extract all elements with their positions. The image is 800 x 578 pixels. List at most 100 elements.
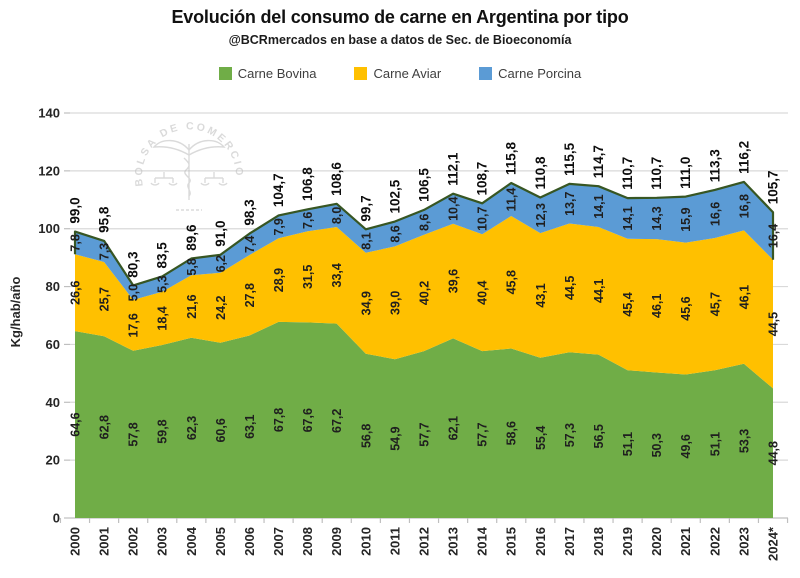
total-label: 99,0 bbox=[68, 197, 83, 223]
total-label: 110,7 bbox=[649, 157, 664, 190]
area-aviar bbox=[75, 216, 773, 389]
segment-label-bovina: 57,3 bbox=[563, 423, 577, 447]
x-tick-label: 2014 bbox=[475, 526, 490, 556]
segment-label-porcina: 12,3 bbox=[534, 203, 548, 227]
segment-label-aviar: 40,4 bbox=[476, 280, 490, 304]
chart-title: Evolución del consumo de carne en Argent… bbox=[171, 7, 629, 27]
x-tick-label: 2023 bbox=[736, 527, 751, 556]
segment-label-bovina: 49,6 bbox=[679, 434, 693, 458]
watermark-caduceus-icon bbox=[183, 144, 191, 200]
segment-label-porcina: 6,2 bbox=[214, 255, 228, 272]
segment-label-porcina: 7,9 bbox=[272, 218, 286, 235]
x-tick-label: 2002 bbox=[126, 527, 141, 556]
segment-label-aviar: 28,9 bbox=[272, 268, 286, 292]
total-label: 106,8 bbox=[300, 167, 315, 201]
x-tick-label: 2013 bbox=[446, 527, 461, 556]
segment-label-bovina: 51,1 bbox=[708, 432, 722, 456]
segment-label-bovina: 62,1 bbox=[447, 416, 461, 440]
total-label: 105,7 bbox=[765, 170, 780, 204]
total-label: 91,0 bbox=[213, 220, 228, 246]
total-label: 106,5 bbox=[416, 168, 431, 202]
x-tick-label: 2019 bbox=[620, 527, 635, 556]
total-label: 110,8 bbox=[533, 156, 548, 190]
segment-label-porcina: 8,6 bbox=[417, 214, 431, 231]
segment-label-porcina: 8,6 bbox=[388, 225, 402, 242]
x-tick-label: 2000 bbox=[68, 527, 83, 556]
segment-label-porcina: 13,7 bbox=[563, 191, 577, 215]
segment-label-porcina: 8,0 bbox=[330, 207, 344, 224]
segment-label-porcina: 10,4 bbox=[447, 197, 461, 221]
total-label: 113,3 bbox=[707, 149, 722, 183]
legend-label-porcina: Carne Porcina bbox=[498, 66, 582, 81]
total-label: 116,2 bbox=[736, 141, 751, 174]
total-outline bbox=[73, 180, 775, 287]
legend-swatch-porcina bbox=[479, 67, 493, 80]
total-label: 98,3 bbox=[242, 199, 257, 226]
y-tick-label: 100 bbox=[38, 221, 60, 236]
segment-label-bovina: 56,8 bbox=[359, 424, 373, 448]
segment-label-bovina: 57,7 bbox=[417, 422, 431, 446]
segment-label-bovina: 64,6 bbox=[69, 412, 83, 436]
x-tick-label: 2022 bbox=[707, 527, 722, 556]
total-label: 115,5 bbox=[562, 142, 577, 176]
legend-item-aviar: Carne Aviar bbox=[354, 66, 441, 81]
total-label: 115,8 bbox=[504, 141, 519, 175]
segment-label-porcina: 16,8 bbox=[737, 194, 751, 218]
total-label: 112,1 bbox=[446, 152, 461, 186]
legend-label-aviar: Carne Aviar bbox=[373, 66, 442, 81]
segment-label-aviar: 31,5 bbox=[301, 265, 315, 289]
x-tick-label: 2020 bbox=[649, 527, 664, 556]
x-tick-label: 2007 bbox=[271, 527, 286, 556]
segment-label-aviar: 24,2 bbox=[214, 295, 228, 319]
segment-label-bovina: 67,8 bbox=[272, 408, 286, 432]
segment-label-porcina: 11,4 bbox=[505, 188, 519, 212]
total-label: 111,0 bbox=[678, 157, 693, 189]
total-label: 83,5 bbox=[155, 242, 170, 269]
y-tick-label: 60 bbox=[46, 337, 60, 352]
x-tick-label: 2012 bbox=[416, 527, 431, 556]
legend-swatch-aviar bbox=[354, 67, 368, 80]
segment-label-aviar: 25,7 bbox=[98, 287, 112, 311]
x-tick-label: 2008 bbox=[300, 527, 315, 556]
segment-label-aviar: 34,9 bbox=[359, 291, 373, 315]
segment-label-bovina: 54,9 bbox=[388, 426, 402, 450]
segment-label-aviar: 21,6 bbox=[185, 294, 199, 318]
segment-label-aviar: 39,6 bbox=[447, 269, 461, 293]
segment-label-aviar: 45,4 bbox=[621, 292, 635, 316]
y-axis-title: Kg/hab/año bbox=[8, 277, 23, 348]
segment-label-aviar: 46,1 bbox=[650, 294, 664, 318]
total-label: 104,7 bbox=[271, 173, 286, 207]
segment-label-bovina: 51,1 bbox=[621, 432, 635, 456]
segment-label-porcina: 14,1 bbox=[621, 206, 635, 230]
x-tick-label: 2005 bbox=[213, 527, 228, 556]
segment-label-bovina: 57,8 bbox=[127, 422, 141, 446]
legend-item-bovina: Carne Bovina bbox=[218, 66, 317, 81]
legend-swatch-bovina bbox=[218, 67, 232, 80]
x-tick-label: 2001 bbox=[97, 527, 112, 556]
area-porcina bbox=[75, 181, 773, 300]
segment-label-bovina: 55,4 bbox=[534, 426, 548, 450]
segment-label-bovina: 59,8 bbox=[156, 419, 170, 443]
segment-label-aviar: 44,5 bbox=[563, 276, 577, 300]
segment-label-bovina: 53,3 bbox=[737, 429, 751, 453]
x-tick-label: 2010 bbox=[358, 527, 373, 556]
segment-label-aviar: 45,7 bbox=[708, 292, 722, 316]
segment-label-bovina: 58,6 bbox=[505, 421, 519, 445]
x-tick-label: 2015 bbox=[504, 527, 519, 556]
total-label: 95,8 bbox=[97, 206, 112, 233]
segment-label-bovina: 67,2 bbox=[330, 409, 344, 433]
segment-label-porcina: 7,6 bbox=[301, 212, 315, 229]
y-tick-label: 80 bbox=[46, 279, 60, 294]
segment-label-porcina: 14,3 bbox=[650, 206, 664, 230]
y-tick-label: 20 bbox=[46, 453, 60, 468]
x-tick-label: 2017 bbox=[562, 527, 577, 556]
legend-label-bovina: Carne Bovina bbox=[237, 66, 317, 81]
watermark-scale-icon bbox=[200, 172, 228, 186]
segment-label-aviar: 39,0 bbox=[388, 291, 402, 315]
y-tick-label: 40 bbox=[46, 395, 60, 410]
segment-label-aviar: 33,4 bbox=[330, 263, 344, 287]
x-tick-label: 2018 bbox=[591, 527, 606, 556]
segment-label-porcina: 16,4 bbox=[766, 224, 780, 248]
